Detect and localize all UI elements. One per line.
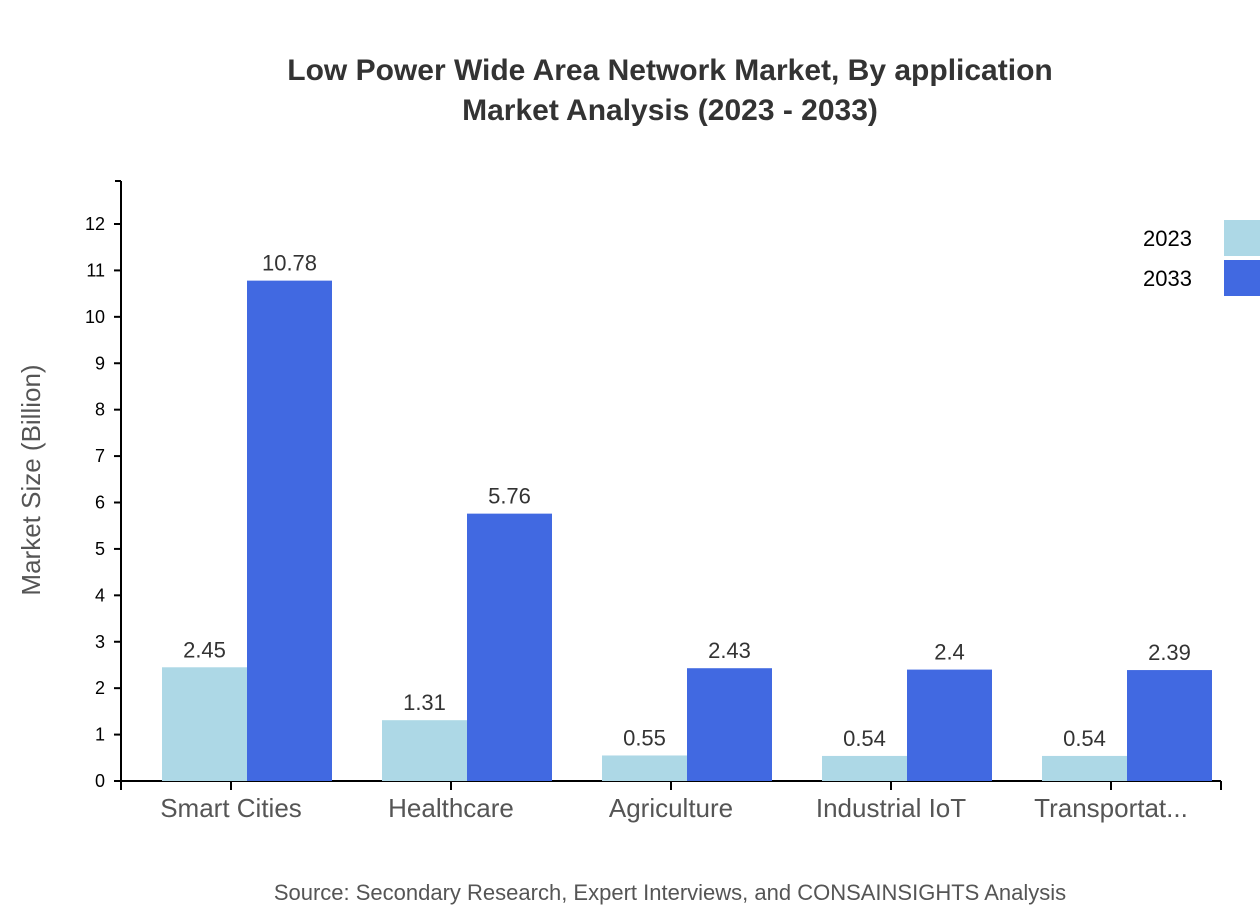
- bar-2023: [602, 755, 687, 781]
- y-tick-label: 3: [95, 632, 105, 652]
- bar-2033: [467, 513, 552, 781]
- legend-label: 2033: [1143, 266, 1192, 291]
- legend-swatch: [1224, 260, 1260, 296]
- x-tick-label: Smart Cities: [160, 793, 302, 823]
- legend-swatch: [1224, 220, 1260, 256]
- y-tick-label: 0: [95, 771, 105, 791]
- y-tick-label: 10: [85, 307, 105, 327]
- data-label: 2.4: [934, 640, 965, 665]
- bar-2033: [907, 669, 992, 781]
- bar-2033: [247, 280, 332, 781]
- x-tick-label: Agriculture: [609, 793, 733, 823]
- y-tick-label: 1: [95, 725, 105, 745]
- legend-label: 2023: [1143, 226, 1192, 251]
- y-tick-label: 7: [95, 446, 105, 466]
- data-label: 0.54: [843, 726, 886, 751]
- bar-2033: [1127, 670, 1212, 781]
- data-label: 2.45: [183, 637, 226, 662]
- chart-subtitle: Market Analysis (2023 - 2033): [462, 94, 878, 127]
- source-note: Source: Secondary Research, Expert Inter…: [274, 880, 1066, 905]
- bar-2033: [687, 668, 772, 781]
- data-label: 2.39: [1148, 640, 1191, 665]
- x-tick-label: Industrial IoT: [816, 793, 966, 823]
- y-tick-label: 6: [95, 493, 105, 513]
- y-axis-label: Market Size (Billion): [16, 364, 46, 595]
- data-label: 1.31: [403, 690, 446, 715]
- bar-2023: [162, 667, 247, 781]
- y-tick-label: 5: [95, 539, 105, 559]
- x-tick-label: Healthcare: [388, 793, 514, 823]
- y-tick-label: 4: [95, 585, 105, 605]
- bar-2023: [822, 755, 907, 781]
- y-tick-label: 12: [85, 214, 105, 234]
- data-label: 0.55: [623, 725, 666, 750]
- y-tick-label: 11: [86, 260, 105, 280]
- bar-2023: [382, 720, 467, 781]
- data-label: 2.43: [708, 638, 751, 663]
- y-tick-label: 8: [95, 400, 105, 420]
- data-label: 10.78: [262, 251, 317, 276]
- x-tick-label: Transportat...: [1034, 793, 1188, 823]
- bar-2023: [1042, 755, 1127, 781]
- data-label: 5.76: [488, 484, 531, 509]
- chart-title: Low Power Wide Area Network Market, By a…: [287, 54, 1052, 87]
- y-tick-label: 2: [95, 678, 105, 698]
- y-tick-label: 9: [95, 353, 105, 373]
- data-label: 0.54: [1063, 726, 1106, 751]
